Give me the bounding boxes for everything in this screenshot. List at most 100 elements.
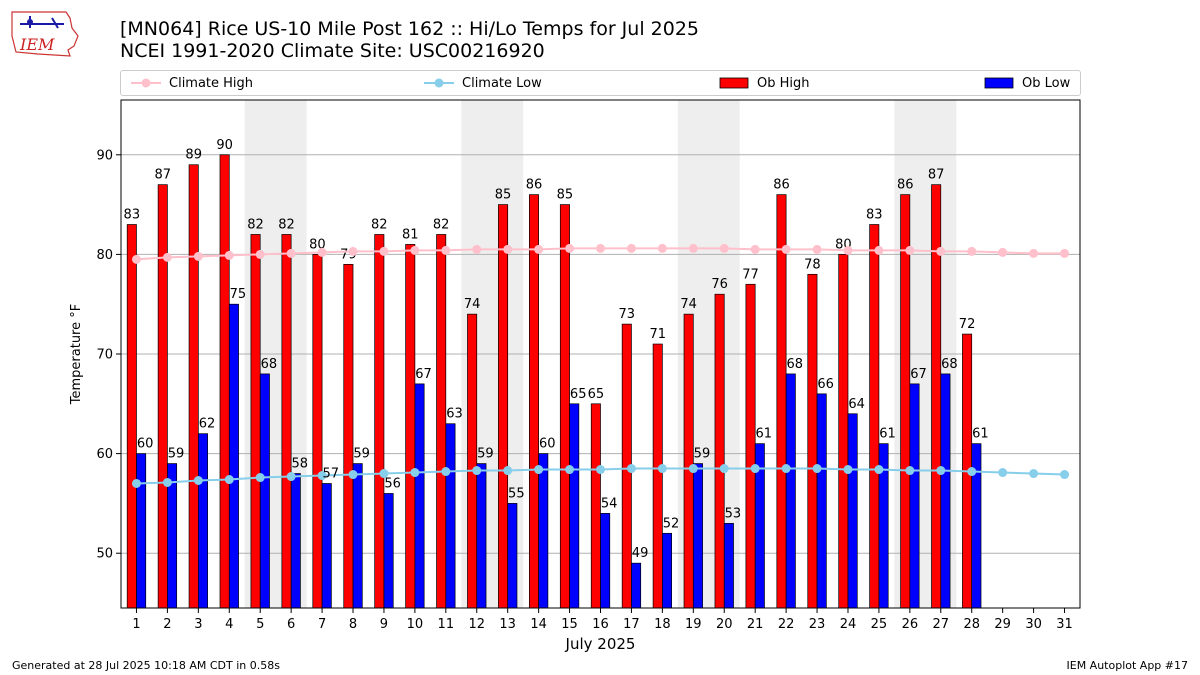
ob-high-bar-12	[467, 313, 478, 609]
ob-high-bar-23	[807, 273, 818, 609]
climate-low-point-15	[565, 465, 575, 475]
x-tick-label-30: 30	[1025, 617, 1042, 632]
climate-low-point-13	[503, 466, 513, 476]
x-tick-label-18: 18	[654, 617, 671, 632]
climate-low-point-20	[719, 464, 729, 474]
ob-high-bar-7	[312, 254, 323, 609]
climate-low-point-2	[162, 477, 172, 487]
ob-high-bar-20	[714, 293, 725, 609]
ob-high-bar-14	[528, 194, 539, 609]
climate-low-point-23	[812, 464, 822, 474]
ob-high-bar-18	[652, 343, 663, 609]
climate-high-point-21	[750, 244, 760, 254]
ob-low-bar-14	[538, 453, 549, 609]
climate-high-point-24	[843, 245, 853, 255]
climate-high-point-25	[874, 245, 884, 255]
legend-ob-low: Ob Low	[984, 71, 1070, 95]
ob-low-label-13: 55	[508, 486, 525, 501]
ob-low-label-11: 63	[446, 407, 463, 422]
climate-low-point-16	[596, 465, 605, 475]
ob-high-bar-22	[776, 194, 787, 609]
climate-high-point-15	[565, 243, 575, 253]
y-tick-label-60: 60	[96, 447, 113, 462]
ob-high-label-5: 82	[247, 217, 264, 232]
x-tick-label-17: 17	[623, 617, 640, 632]
ob-low-bar-19	[692, 463, 703, 609]
x-tick-label-2: 2	[163, 617, 171, 632]
ob-high-bar-16	[590, 403, 601, 609]
climate-high-point-29	[998, 247, 1008, 257]
chart-title: [MN064] Rice US-10 Mile Post 162 :: Hi/L…	[120, 18, 699, 40]
climate-high-point-23	[812, 244, 822, 254]
ob-high-label-3: 89	[185, 148, 202, 163]
x-tick-label-28: 28	[963, 617, 980, 632]
ob-low-label-20: 53	[725, 506, 742, 521]
climate-low-point-25	[874, 465, 884, 475]
climate-high-point-9	[379, 246, 389, 256]
ob-high-label-23: 78	[804, 257, 821, 272]
x-tick-label-8: 8	[349, 617, 357, 632]
climate-high-point-14	[534, 244, 544, 254]
ob-high-swatch-icon	[719, 77, 749, 89]
climate-high-point-1	[131, 254, 141, 264]
ob-high-label-6: 82	[278, 217, 295, 232]
climate-low-point-3	[193, 476, 203, 486]
climate-high-marker-icon	[131, 78, 161, 88]
legend-climate-low-label: Climate Low	[462, 75, 542, 91]
x-tick-label-16: 16	[592, 617, 609, 632]
ob-low-bar-18	[662, 532, 673, 609]
ob-low-bar-16	[600, 513, 611, 609]
climate-low-point-22	[781, 464, 791, 474]
ob-low-bar-3	[197, 433, 208, 609]
x-tick-label-3: 3	[194, 617, 202, 632]
climate-high-point-5	[255, 249, 265, 259]
x-tick-label-1: 1	[132, 617, 140, 632]
ob-low-label-4: 75	[230, 287, 247, 302]
climate-high-point-11	[441, 245, 451, 255]
ob-high-bar-2	[157, 184, 168, 609]
ob-high-bar-19	[683, 313, 694, 609]
ob-low-label-2: 59	[168, 447, 185, 462]
ob-low-swatch-icon	[984, 77, 1014, 89]
ob-high-bar-5	[250, 234, 261, 609]
ob-high-bar-13	[498, 204, 509, 609]
ob-high-label-4: 90	[216, 138, 233, 153]
ob-low-bar-11	[445, 423, 456, 609]
x-tick-label-19: 19	[685, 617, 702, 632]
ob-high-label-9: 82	[371, 217, 388, 232]
climate-high-point-2	[162, 252, 172, 262]
ob-low-bar-7	[321, 483, 332, 609]
ob-high-label-1: 83	[124, 208, 141, 223]
x-tick-label-23: 23	[809, 617, 826, 632]
legend-ob-high: Ob High	[719, 71, 810, 95]
ob-low-bar-13	[507, 503, 518, 609]
climate-high-point-13	[503, 244, 513, 254]
ob-high-bar-9	[374, 234, 385, 609]
legend-ob-low-label: Ob Low	[1022, 75, 1071, 91]
ob-low-label-12: 59	[477, 447, 494, 462]
legend-climate-low: Climate Low	[424, 71, 542, 95]
climate-high-point-19	[688, 243, 698, 253]
climate-high-point-6	[286, 248, 296, 258]
x-tick-label-29: 29	[994, 617, 1011, 632]
ob-low-label-15: 65	[570, 387, 587, 402]
climate-high-point-30	[1029, 248, 1039, 258]
ob-high-bar-6	[281, 234, 292, 609]
ob-low-bar-23	[816, 393, 827, 609]
x-tick-label-13: 13	[499, 617, 516, 632]
climate-low-point-12	[472, 466, 482, 476]
y-tick-label-90: 90	[96, 148, 113, 163]
x-tick-label-15: 15	[561, 617, 578, 632]
climate-low-point-19	[688, 464, 698, 474]
ob-low-bar-5	[259, 373, 270, 609]
app-label: IEM Autoplot App #17	[1066, 659, 1189, 672]
ob-high-label-21: 77	[742, 267, 759, 282]
x-tick-label-26: 26	[902, 617, 919, 632]
ob-high-bar-11	[436, 234, 447, 609]
ob-high-bar-8	[343, 264, 354, 609]
x-tick-label-9: 9	[380, 617, 388, 632]
x-tick-label-25: 25	[871, 617, 888, 632]
ob-low-label-8: 59	[353, 447, 370, 462]
x-tick-label-5: 5	[256, 617, 264, 632]
ob-high-bar-25	[869, 224, 880, 609]
